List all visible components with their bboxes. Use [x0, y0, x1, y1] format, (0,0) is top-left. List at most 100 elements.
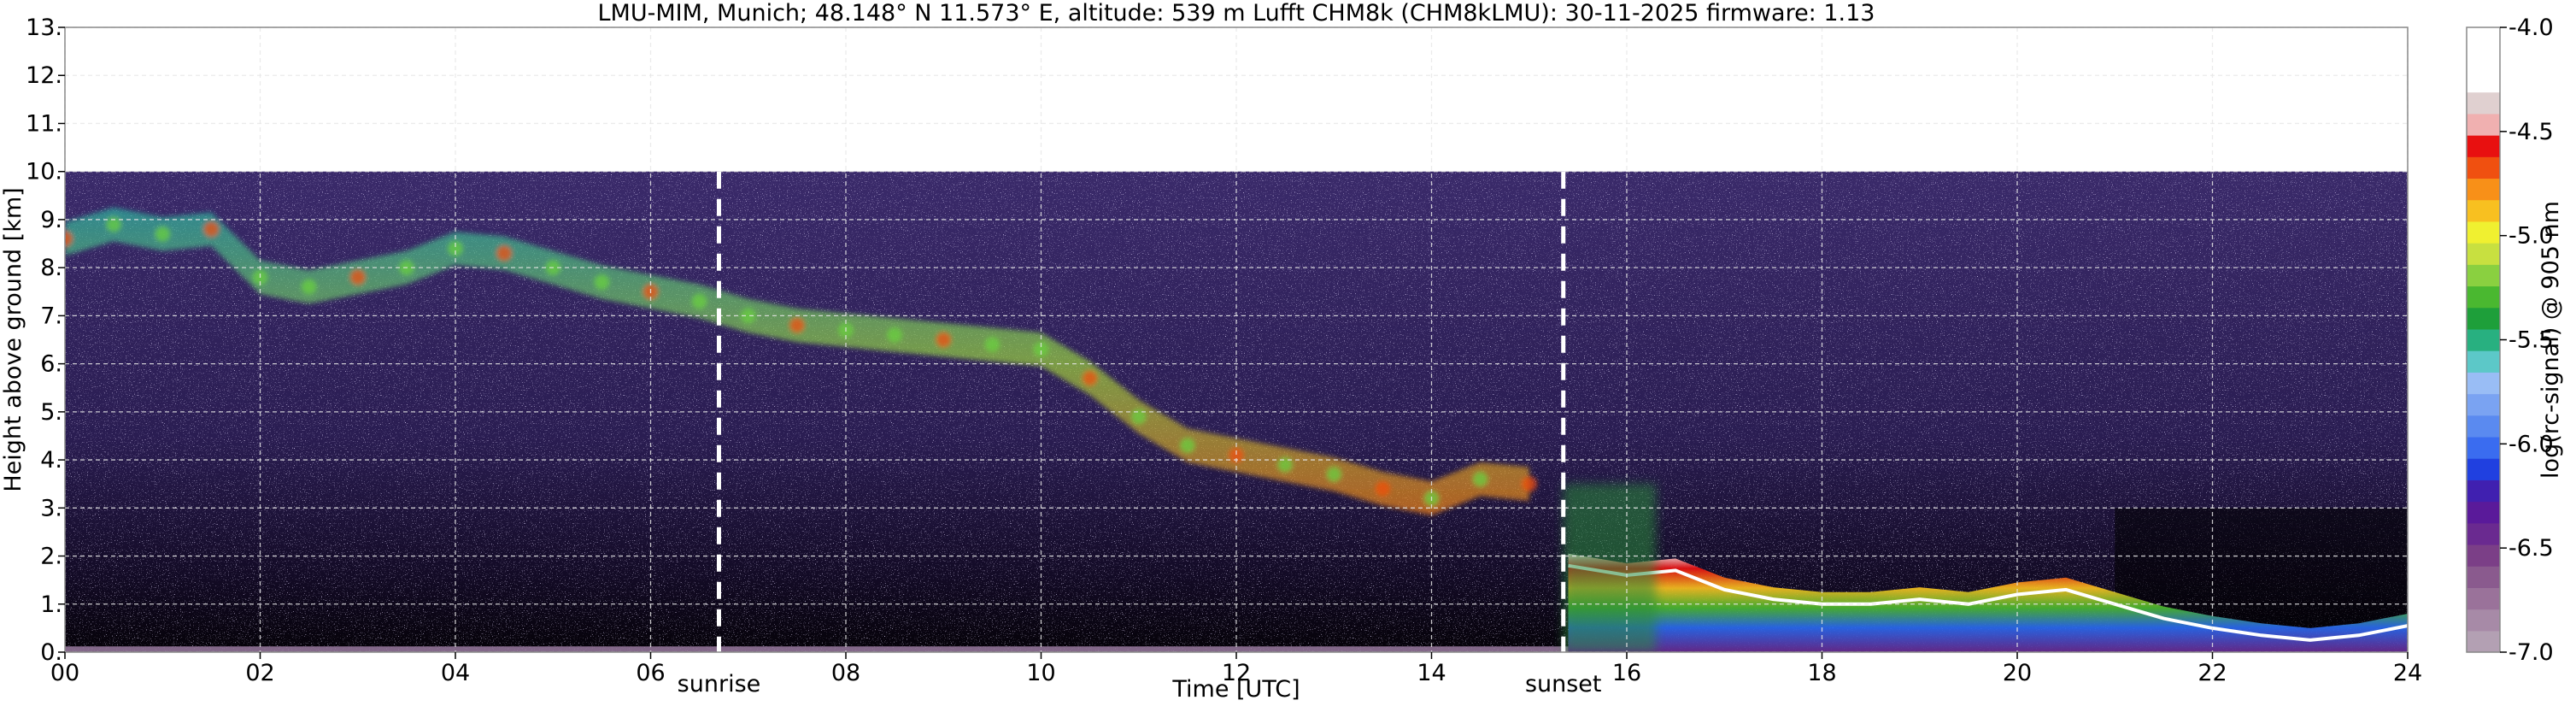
colorbar-segment: [2467, 415, 2500, 438]
sunrise-label: sunrise: [678, 671, 761, 697]
cirrus-point: [1472, 471, 1488, 487]
colorbar-segment: [2467, 113, 2500, 136]
colorbar-segment: [2467, 221, 2500, 244]
colorbar-segment: [2467, 199, 2500, 222]
colorbar: -7.0 -6.5 -6.0 -5.5 -5.0 -4.5 -4.0: [2466, 15, 2554, 666]
cirrus-point: [1375, 480, 1391, 497]
x-tick-label: 10: [1026, 660, 1055, 686]
y-tick-label: 3.: [40, 495, 62, 521]
cirrus-point: [936, 332, 952, 348]
plot-data: [65, 171, 2408, 652]
low-cloud-fill: [1568, 553, 2408, 652]
y-tick-label: 4.: [40, 447, 62, 474]
cirrus-point: [1521, 476, 1537, 492]
y-tick-label: 5.: [40, 399, 62, 426]
y-tick-label: 2.: [40, 544, 62, 570]
y-tick-label: 10.: [26, 159, 62, 185]
colorbar-tick-label: -4.5: [2509, 119, 2554, 145]
colorbar-segment: [2467, 587, 2500, 610]
chart-title: LMU-MIM, Munich; 48.148° N 11.573° E, al…: [598, 0, 1875, 26]
cirrus-point: [65, 231, 73, 247]
y-tick-label: 9.: [40, 207, 62, 233]
cirrus-point: [1033, 341, 1049, 357]
cirrus-layer: [65, 207, 1537, 515]
post-sunset-layer: [1563, 484, 1657, 652]
x-tick-label: 14: [1417, 660, 1446, 686]
colorbar-segment: [2467, 178, 2500, 201]
cirrus-point: [155, 226, 171, 242]
colorbar-segment: [2467, 393, 2500, 416]
cirrus-point: [789, 317, 805, 333]
colorbar-segment: [2467, 285, 2500, 309]
colorbar-segment: [2467, 243, 2500, 265]
colorbar-segment: [2467, 372, 2500, 395]
x-tick-label: 24: [2393, 660, 2422, 686]
x-tick-label: 20: [2003, 660, 2032, 686]
y-tick-label: 12.: [26, 62, 62, 89]
colorbar-segment: [2467, 630, 2500, 653]
sunset-label: sunset: [1525, 671, 1602, 697]
colorbar-segment: [2467, 91, 2500, 115]
cirrus-point: [448, 240, 463, 256]
cirrus-point: [496, 245, 513, 262]
cirrus-point: [203, 221, 220, 238]
y-tick-label: 7.: [40, 303, 62, 329]
colorbar-segment: [2467, 501, 2500, 524]
axes: 00 02 04 06 08 10 12 14 16 18 20 22 24 0. 1. 2. 3. 4. 5. 6.…: [26, 15, 2422, 686]
colorbar-tick-label: -4.0: [2509, 15, 2554, 41]
x-axis-label: Time [UTC]: [1171, 676, 1300, 703]
x-tick-label: 06: [636, 660, 665, 686]
y-tick-label: 11.: [26, 110, 62, 137]
colorbar-segment: [2467, 70, 2500, 93]
x-tick-label: 00: [50, 660, 79, 686]
cirrus-point: [1229, 447, 1244, 463]
cirrus-point: [1277, 456, 1294, 473]
y-tick-label: 1.: [40, 591, 62, 618]
colorbar-label: log(rc-signal) @ 905 nm: [2538, 201, 2564, 479]
y-axis-label: Height above ground [km]: [0, 187, 26, 491]
colorbar-segment: [2467, 264, 2500, 287]
cirrus-point: [349, 269, 366, 285]
cirrus-point: [106, 216, 122, 232]
low-cloud-layer: [1563, 484, 2408, 652]
colorbar-segment: [2467, 350, 2500, 373]
colorbar-top-segment: [2467, 27, 2500, 71]
cirrus-point: [984, 337, 1000, 353]
colorbar-segment: [2467, 544, 2500, 567]
colorbar-tick-label: -6.5: [2509, 535, 2554, 562]
x-tick-label: 16: [1612, 660, 1641, 686]
y-tick-label: 13.: [26, 15, 62, 41]
cirrus-point: [1082, 370, 1098, 386]
cirrus-point: [887, 327, 903, 343]
cirrus-point: [740, 308, 756, 324]
surface-aerosol-band: [65, 646, 1569, 652]
colorbar-segment: [2467, 156, 2500, 179]
cirrus-point: [1130, 409, 1147, 425]
colorbar-tick-label: -6.0: [2509, 431, 2554, 457]
y-tick-label: 6.: [40, 351, 62, 378]
x-tick-label: 22: [2198, 660, 2227, 686]
colorbar-tick-label: -5.5: [2509, 327, 2554, 354]
colorbar-segment: [2467, 307, 2500, 330]
colorbar-segment: [2467, 479, 2500, 503]
x-tick-label: 04: [441, 660, 470, 686]
y-tick-label: 0.: [40, 639, 62, 666]
colorbar-segment: [2467, 609, 2500, 632]
colorbar-segment: [2467, 328, 2500, 351]
x-tick-label: 18: [1807, 660, 1836, 686]
cirrus-point: [1326, 466, 1342, 482]
cloud-base-line: [1568, 563, 2408, 642]
colorbar-segment: [2467, 458, 2500, 480]
sun-events: sunrise sunset: [678, 171, 1602, 697]
x-tick-label: 08: [831, 660, 860, 686]
x-tick-label: 12: [1222, 660, 1251, 686]
y-tick-label: 8.: [40, 255, 62, 281]
x-tick-label: 02: [245, 660, 274, 686]
colorbar-segment: [2467, 522, 2500, 545]
cirrus-point: [301, 279, 317, 295]
colorbar-tick-label: -7.0: [2509, 639, 2554, 666]
cirrus-point: [691, 293, 707, 309]
cirrus-point: [594, 274, 610, 290]
cirrus-band: [65, 207, 1529, 515]
